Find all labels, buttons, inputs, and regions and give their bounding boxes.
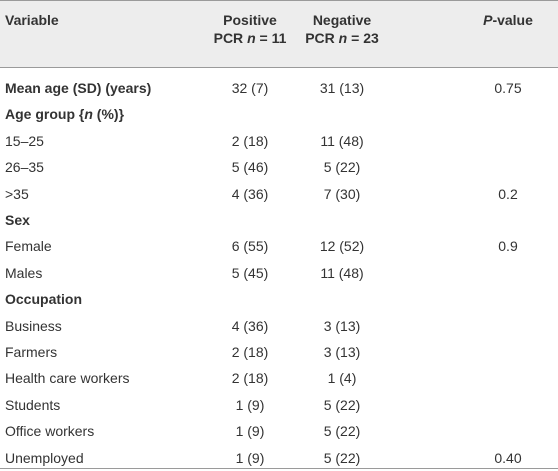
negative-cell: 5 (22): [323, 159, 361, 176]
positive-cell: 1 (9): [235, 449, 265, 466]
row-label: 26–35: [5, 159, 44, 176]
table-row: Office workers 1 (9) 5 (22): [0, 418, 558, 444]
bottom-rule: [0, 468, 558, 469]
negative-cell: 1 (4): [327, 370, 357, 387]
text: PCR: [305, 30, 339, 46]
text: Sex: [5, 212, 30, 228]
p-cell: 0.9: [498, 238, 518, 255]
p-cell: 0.40: [494, 449, 522, 466]
positive-cell: 5 (45): [231, 264, 269, 281]
row-label: 15–25: [5, 132, 44, 149]
row-label: Farmers: [5, 344, 58, 360]
header-line: Positive: [190, 11, 310, 29]
negative-cell: 3 (13): [323, 317, 361, 334]
table-row: Sex: [0, 207, 558, 233]
negative-cell: 31 (13): [319, 80, 365, 96]
text: Variable: [5, 12, 59, 28]
negative-cell: 7 (30): [323, 185, 361, 202]
table-row: Female 6 (55) 12 (52) 0.9: [0, 233, 558, 259]
header-cell: Positive PCR n = 11: [190, 11, 310, 47]
text: PCR: [213, 30, 248, 46]
positive-cell: 4 (36): [231, 317, 269, 334]
italic-text: n: [338, 30, 348, 46]
italic-text: n: [247, 30, 256, 46]
text: = 23: [347, 30, 379, 46]
table-row: Students 1 (9) 5 (22): [0, 392, 558, 418]
table-row: Health care workers 2 (18) 1 (4): [0, 365, 558, 391]
text: Occupation: [5, 291, 83, 308]
header-line: PCR n = 23: [282, 29, 402, 47]
text: (%)}: [92, 106, 125, 123]
positive-cell: 1 (9): [235, 396, 265, 413]
table-row: Occupation: [0, 286, 558, 312]
table-row: Age group {n (%)}: [0, 101, 558, 127]
row-label: Office workers: [5, 423, 95, 440]
negative-cell: 11 (48): [320, 132, 364, 149]
table-row: 26–35 5 (46) 5 (22): [0, 154, 558, 180]
header-cell: Variable: [5, 11, 59, 29]
row-label: Unemployed: [5, 449, 84, 466]
negative-cell: 5 (22): [323, 449, 361, 466]
table-row: Unemployed 1 (9) 5 (22) 0.40: [0, 445, 558, 471]
positive-cell: 5 (46): [231, 159, 269, 176]
p-cell: 0.2: [498, 185, 518, 202]
text: Age group {: [5, 106, 85, 123]
row-label: >35: [5, 185, 29, 202]
text: -value: [492, 12, 533, 28]
negative-cell: 11 (48): [320, 264, 364, 281]
header-cell: Negative PCR n = 23: [282, 11, 402, 47]
p-cell: 0.75: [494, 80, 522, 96]
row-label: Female: [5, 238, 52, 255]
table-row: Mean age (SD) (years) 32 (7) 31 (13) 0.75: [0, 75, 558, 101]
italic-text: P: [483, 12, 493, 28]
header-line: Variable: [5, 11, 59, 29]
table-row: Farmers 2 (18) 3 (13): [0, 339, 558, 365]
text: Negative: [312, 12, 372, 28]
positive-cell: 1 (9): [235, 423, 265, 440]
negative-cell: 12 (52): [319, 238, 365, 255]
header-line: Negative: [282, 11, 402, 29]
header-cell: P-value: [448, 11, 558, 29]
positive-cell: 2 (18): [231, 370, 269, 387]
text: Mean age (SD) (years): [5, 80, 152, 96]
negative-cell: 5 (22): [323, 423, 361, 440]
positive-cell: 2 (18): [231, 344, 269, 360]
table-row: 15–25 2 (18) 11 (48): [0, 128, 558, 154]
header-line: P-value: [448, 11, 558, 29]
row-label: Males: [5, 264, 43, 281]
row-heading: Occupation: [5, 290, 82, 308]
table-header: Variable Positive PCR n = 11 Negative PCR n …: [0, 0, 558, 68]
table-row: Males 5 (45) 11 (48): [0, 260, 558, 286]
negative-cell: 3 (13): [323, 344, 361, 360]
row-heading: Age group {n (%)}: [5, 105, 124, 123]
row-label: Students: [5, 396, 61, 413]
positive-cell: 6 (55): [231, 238, 269, 255]
positive-cell: 4 (36): [231, 185, 269, 202]
row-label: Health care workers: [5, 370, 130, 387]
table-row: Business 4 (36) 3 (13): [0, 313, 558, 339]
row-heading: Mean age (SD) (years): [5, 79, 151, 97]
positive-cell: 2 (18): [231, 132, 269, 149]
table-row: >35 4 (36) 7 (30) 0.2: [0, 181, 558, 207]
italic-text: n: [84, 106, 93, 123]
text: Positive: [223, 12, 277, 28]
negative-cell: 5 (22): [323, 396, 361, 413]
row-label: Business: [5, 317, 62, 334]
positive-cell: 32 (7): [231, 80, 269, 96]
row-heading: Sex: [5, 211, 30, 229]
text: = 11: [255, 30, 287, 46]
header-line: PCR n = 11: [190, 29, 310, 47]
